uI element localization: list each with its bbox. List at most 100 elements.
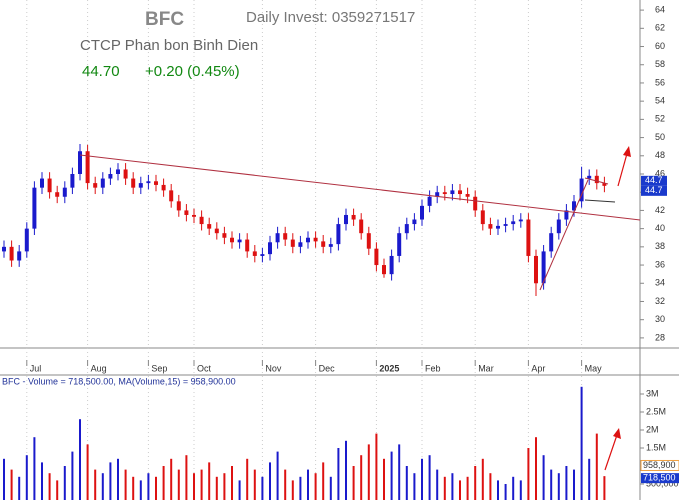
candle-body bbox=[594, 175, 599, 184]
candle-body bbox=[420, 205, 424, 220]
candle-body bbox=[344, 214, 348, 225]
y-tick-label: 50 bbox=[655, 132, 665, 142]
candle-body bbox=[123, 169, 128, 179]
volume-bar bbox=[79, 419, 81, 500]
volume-bar bbox=[451, 473, 454, 500]
candle-body bbox=[275, 233, 280, 243]
candle-body bbox=[245, 239, 250, 252]
y-tick-label: 48 bbox=[655, 150, 665, 160]
volume-bar bbox=[329, 476, 332, 500]
candle-body bbox=[290, 239, 295, 247]
candle-body bbox=[184, 210, 189, 215]
volume-bar bbox=[155, 476, 157, 500]
volume-bar bbox=[573, 469, 575, 500]
volume-bar bbox=[284, 469, 287, 500]
candle-body bbox=[306, 237, 310, 243]
candle-body bbox=[55, 192, 60, 197]
volume-bar bbox=[352, 466, 355, 500]
price: 44.70 bbox=[82, 63, 120, 80]
candle-body bbox=[24, 228, 29, 252]
volume-bar bbox=[185, 455, 188, 500]
y-tick-label: 2.5M bbox=[646, 406, 666, 416]
volume-bar bbox=[375, 433, 378, 500]
candle-body bbox=[252, 251, 257, 256]
volume-bar bbox=[48, 473, 51, 500]
y-tick-label: 32 bbox=[655, 296, 665, 306]
trend-line bbox=[79, 154, 641, 221]
volume-bar bbox=[466, 476, 469, 500]
candle-body bbox=[518, 219, 523, 222]
company-name: CTCP Phan bon Binh Dien bbox=[80, 37, 258, 54]
volume-bar bbox=[360, 455, 363, 500]
x-tick-label: 2025 bbox=[379, 363, 399, 373]
candle-body bbox=[458, 190, 462, 195]
volume-bar bbox=[504, 484, 507, 500]
candle-body bbox=[351, 214, 356, 220]
candle-body bbox=[366, 233, 371, 249]
y-tick-label: 56 bbox=[655, 77, 665, 87]
candle-body bbox=[450, 190, 455, 195]
price-tag bbox=[641, 185, 667, 196]
volume-bar bbox=[124, 469, 127, 500]
volume-bar bbox=[10, 469, 13, 500]
candle-body bbox=[534, 255, 538, 284]
candle-body bbox=[564, 210, 569, 220]
candle-body bbox=[503, 224, 508, 226]
candle-body bbox=[70, 174, 75, 188]
y-tick-label: 58 bbox=[655, 59, 665, 69]
volume-bar bbox=[253, 469, 256, 500]
volume-bar bbox=[580, 386, 583, 500]
arrow bbox=[604, 431, 619, 471]
candle-body bbox=[336, 224, 341, 245]
volume-bar bbox=[428, 455, 431, 500]
volume-bar bbox=[557, 473, 560, 500]
candle-body bbox=[93, 183, 98, 188]
volume-bar bbox=[421, 458, 423, 500]
volume-bar bbox=[512, 476, 515, 500]
volume-bar bbox=[588, 458, 591, 500]
volume-tag bbox=[641, 473, 679, 484]
candle-body bbox=[9, 246, 14, 261]
candle-body bbox=[480, 210, 485, 225]
candle-body bbox=[47, 178, 52, 193]
candle-body bbox=[359, 219, 364, 234]
candle-body bbox=[397, 233, 402, 256]
contact: Daily Invest: 0359271517 bbox=[246, 9, 415, 26]
volume-bar bbox=[299, 476, 302, 500]
volume-bar bbox=[459, 480, 461, 500]
arrow-head bbox=[623, 146, 631, 157]
candle-body bbox=[283, 233, 288, 240]
volume-bar bbox=[489, 473, 492, 500]
candle-body bbox=[138, 183, 143, 188]
volume-bar bbox=[3, 458, 5, 500]
candle-body bbox=[435, 192, 440, 197]
volume-bar bbox=[443, 476, 446, 500]
y-tick-label: 42 bbox=[655, 205, 665, 215]
candle-body bbox=[116, 169, 120, 174]
volume-bar bbox=[497, 480, 499, 500]
candle-body bbox=[100, 178, 105, 188]
volume-bar bbox=[215, 476, 218, 500]
y-tick-label: 28 bbox=[655, 332, 665, 342]
volume-bar bbox=[542, 455, 545, 500]
candle-body bbox=[32, 187, 37, 229]
candle-body bbox=[442, 192, 447, 195]
y-tick-label: 36 bbox=[655, 259, 665, 269]
volume-bar bbox=[345, 440, 347, 500]
volume-tag-label: 958,900 bbox=[643, 460, 676, 470]
x-tick-label: Sep bbox=[151, 363, 167, 373]
volume-bar bbox=[276, 451, 279, 500]
candle-body bbox=[465, 194, 470, 197]
volume-bar bbox=[193, 473, 195, 500]
trend-line bbox=[539, 179, 589, 291]
volume-bar bbox=[18, 476, 21, 500]
price-tag-label: 44.7 bbox=[645, 185, 663, 195]
grid: 28303234363840424446485052545658606264Ju… bbox=[26, 0, 679, 500]
candle-body bbox=[412, 219, 417, 225]
candle-body bbox=[511, 221, 516, 225]
volume-bar bbox=[231, 466, 233, 500]
candle-body bbox=[237, 239, 242, 243]
candle-body bbox=[207, 224, 212, 229]
